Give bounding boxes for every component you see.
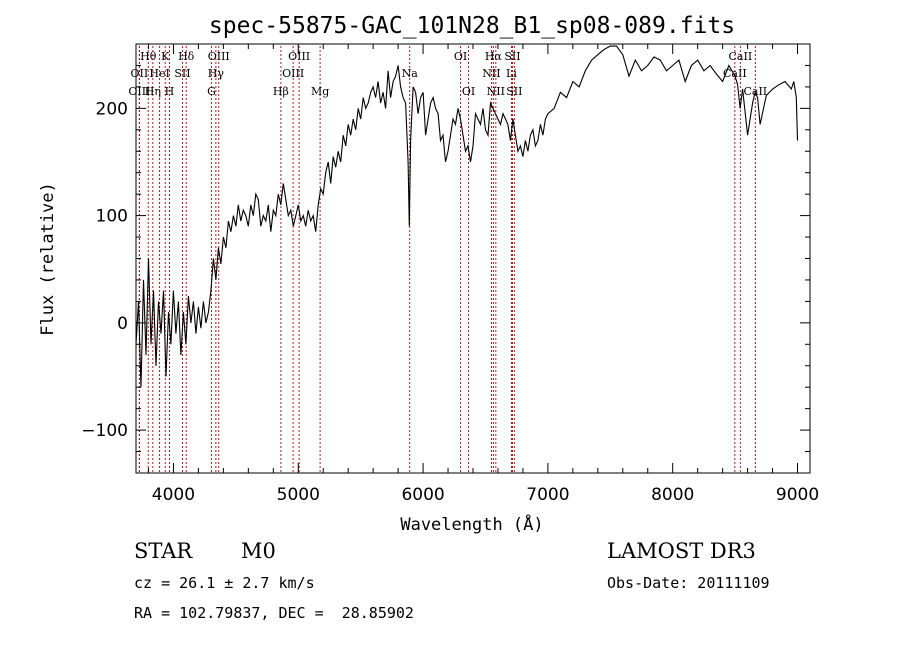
spectral-line-label: OII [131,67,149,80]
spectral-line-label: Mg [311,85,329,98]
x-tick-label: 8000 [651,485,694,505]
spectral-line-label: CaII [729,50,753,63]
subclass: M0 [241,539,276,563]
spectral-line-label: G [207,85,216,98]
spectral-line-label: CaII [743,85,767,98]
coordinates: RA = 102.79837, DEC = 28.85902 [134,604,414,622]
spectral-line-label: NII [482,67,500,80]
spectral-line-label: Hγ [208,67,225,80]
x-tick-label: 4000 [152,485,195,505]
spectral-line-markers [138,46,756,472]
x-tick-label: 6000 [401,485,444,505]
spectrum-line [135,45,799,388]
y-tick-label: −100 [81,421,128,441]
spectral-line-label: K [161,50,170,63]
x-tick-label: 9000 [776,485,819,505]
spectral-line-label: Hθ [140,50,157,63]
object-class: STAR [134,539,193,563]
spectral-line-label: Hδ [178,50,195,63]
plot-frame [135,43,811,474]
spectral-line-label: HeI [149,67,169,80]
y-tick-label: 200 [96,99,128,119]
redshift-cz: cz = 26.1 ± 2.7 km/s [134,574,315,592]
x-axis-title: Wavelength (Å) [400,513,543,535]
spectral-line-label: OIII [282,67,304,80]
spectral-line-label: SII [504,50,520,63]
spectral-line-label: SII [506,85,522,98]
spectral-line-label: OIII [128,85,150,98]
spectral-line-label: OIII [208,50,230,63]
x-tick-label: 5000 [277,485,320,505]
spectral-line-label: Hα [485,50,503,63]
spectral-line-label: CaII [723,67,747,80]
observation-date: Obs-Date: 20111109 [607,574,770,592]
y-tick-label: 0 [117,314,128,334]
spectral-line-label: SII [174,67,190,80]
spectral-line-label: H [165,85,175,98]
y-tick-label: 100 [96,207,128,227]
spectral-line-label: OIII [288,50,310,63]
y-axis-title: Flux (relative) [38,182,58,336]
spectral-line-label: NII [487,85,505,98]
spectral-line-label: Hη [145,85,161,98]
spectral-line-labels: Hθ OII OIII K HeI Hη H Hδ SII OIII Hγ G Hβ OIII OIII Mg… [128,50,767,98]
spectral-line-label: OI [454,50,467,63]
y-axis: −100 0 100 200 [81,43,810,474]
x-tick-label: 7000 [526,485,569,505]
spectral-line-label: Li [506,67,517,80]
x-axis: 4000 5000 6000 7000 8000 9000 [147,44,819,505]
spectral-line-label: Na [402,67,419,80]
chart-title: spec-55875-GAC_101N28_B1_sp08-089.fits [209,13,735,39]
spectral-line-label: OI [462,85,475,98]
survey-name: LAMOST DR3 [607,539,756,563]
spectral-line-label: Hβ [273,85,289,98]
